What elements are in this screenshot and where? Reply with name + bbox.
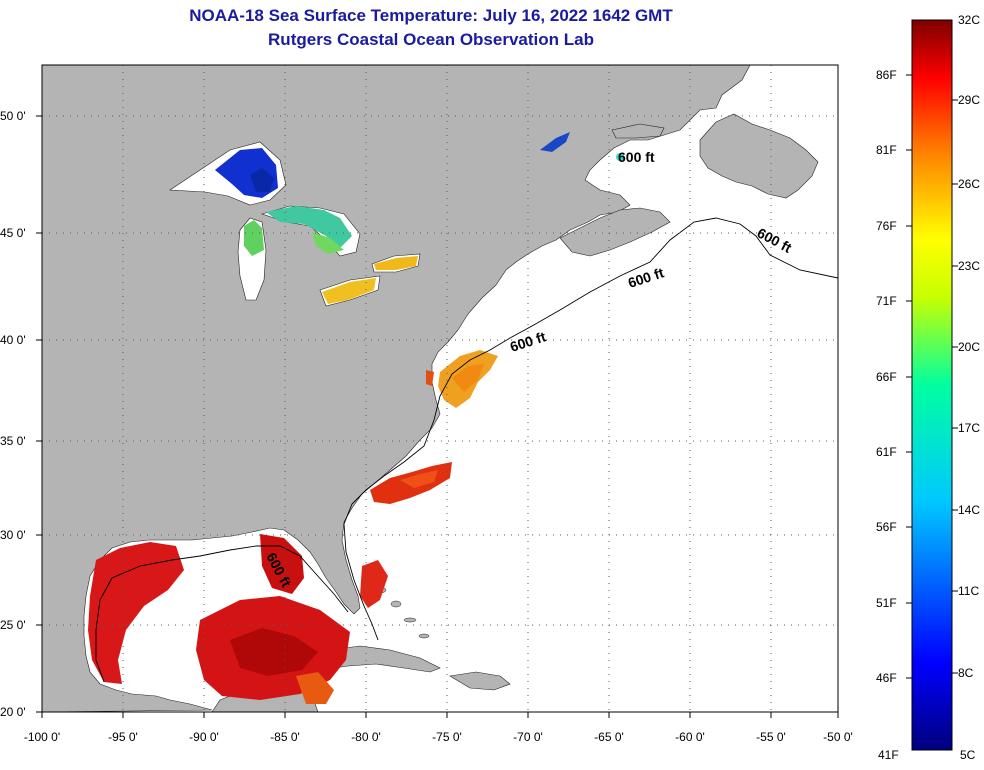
map-title: NOAA-18 Sea Surface Temperature: July 16…	[189, 6, 673, 25]
celsius-label: 5C	[960, 748, 976, 762]
celsius-label: 14C	[958, 503, 980, 517]
lon-label: -55 0'	[756, 730, 786, 744]
lon-label: -65 0'	[594, 730, 624, 744]
fahrenheit-label: 46F	[876, 671, 897, 685]
latitude-labels: 50 0' 45 0' 40 0' 35 0' 30 0' 25 0' 20 0…	[0, 109, 26, 719]
lat-label: 30 0'	[0, 528, 26, 542]
lon-label: -90 0'	[189, 730, 219, 744]
fahrenheit-label: 41F	[878, 748, 899, 762]
color-scale-bar	[911, 19, 953, 751]
lon-label: -75 0'	[432, 730, 462, 744]
mid-atlantic-sst	[426, 350, 498, 408]
celsius-label: 29C	[958, 93, 980, 107]
lat-label: 35 0'	[0, 434, 26, 448]
anticosti-island	[611, 123, 665, 139]
lon-label: -85 0'	[270, 730, 300, 744]
great-lakes	[169, 141, 421, 307]
colorbar-celsius-labels: 32C 29C 26C 23C 20C 17C 14C 11C 8C 5C	[958, 13, 980, 762]
fahrenheit-label: 86F	[876, 68, 897, 82]
lat-label: 45 0'	[0, 226, 26, 240]
celsius-label: 23C	[958, 259, 980, 273]
lat-label: 40 0'	[0, 333, 26, 347]
lon-label: -70 0'	[513, 730, 543, 744]
lon-label: -100 0'	[24, 730, 60, 744]
fahrenheit-label: 51F	[876, 596, 897, 610]
fahrenheit-label: 71F	[876, 294, 897, 308]
nova-scotia-land	[559, 207, 671, 257]
newfoundland-land	[699, 113, 819, 199]
gulf-isobath-contour	[95, 545, 349, 683]
lon-label: -50 0'	[823, 730, 853, 744]
isobath-label-gulf-st-lawrence: 600 ft	[618, 149, 655, 165]
celsius-label: 17C	[958, 421, 980, 435]
lat-label: 20 0'	[0, 705, 26, 719]
gulf-of-mexico-sst	[88, 534, 350, 704]
celsius-label: 11C	[958, 584, 979, 598]
isobath-600ft-contour	[343, 217, 838, 641]
lat-label: 25 0'	[0, 618, 26, 632]
fahrenheit-label: 61F	[876, 445, 897, 459]
celsius-label: 32C	[958, 13, 980, 27]
lon-label: -60 0'	[675, 730, 705, 744]
colorbar-ticks	[906, 74, 958, 679]
fahrenheit-label: 81F	[876, 143, 897, 157]
fahrenheit-label: 56F	[876, 520, 897, 534]
longitude-labels: -100 0' -95 0' -90 0' -85 0' -80 0' -75 …	[24, 730, 853, 744]
st-lawrence-sst	[540, 132, 570, 152]
lon-label: -80 0'	[351, 730, 381, 744]
celsius-label: 8C	[958, 666, 974, 680]
fahrenheit-label: 66F	[876, 370, 897, 384]
lon-label: -95 0'	[108, 730, 138, 744]
gulf-st-lawrence-sst	[616, 153, 624, 161]
celsius-label: 20C	[958, 340, 980, 354]
hispaniola-land	[449, 671, 511, 691]
celsius-label: 26C	[958, 177, 980, 191]
graticule	[42, 65, 838, 712]
fahrenheit-label: 76F	[876, 219, 897, 233]
colorbar-fahrenheit-labels: 86F 81F 76F 71F 66F 61F 56F 51F 46F 41F	[876, 68, 899, 762]
southeast-sst	[360, 462, 452, 608]
map-subtitle: Rutgers Coastal Ocean Observation Lab	[268, 30, 594, 49]
frame-ticks	[36, 115, 839, 718]
map-frame	[41, 64, 839, 713]
lat-label: 50 0'	[0, 109, 26, 123]
